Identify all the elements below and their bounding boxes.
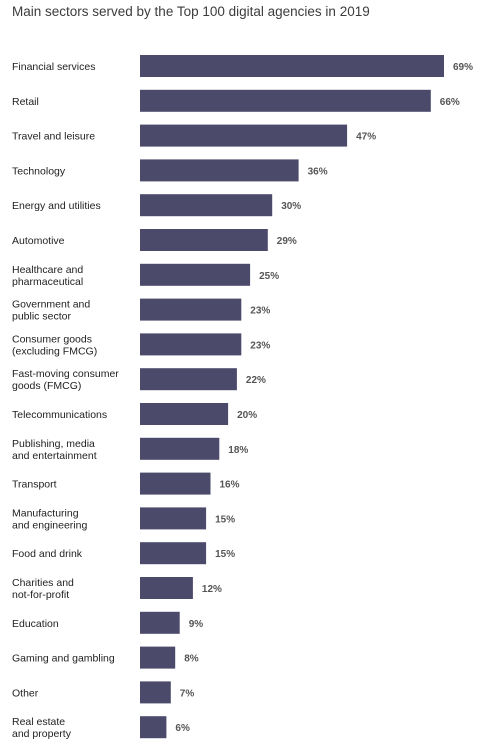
bar xyxy=(140,437,220,460)
bar xyxy=(140,124,348,147)
value-label: 23% xyxy=(250,306,270,317)
category-label: Publishing, media and entertainment xyxy=(12,438,97,462)
value-label: 36% xyxy=(308,166,328,177)
value-label: 8% xyxy=(184,654,199,665)
category-label: Automotive xyxy=(12,235,65,247)
category-label: Charities and not-for-profit xyxy=(12,577,74,601)
bar xyxy=(140,646,176,669)
value-label: 9% xyxy=(189,619,204,630)
value-label: 30% xyxy=(281,201,301,212)
value-label: 25% xyxy=(259,271,279,282)
category-label: Travel and leisure xyxy=(12,131,95,143)
category-label: Technology xyxy=(12,165,66,177)
bar xyxy=(140,577,193,599)
bar xyxy=(140,89,431,112)
bar xyxy=(140,542,207,565)
bar xyxy=(140,681,171,704)
value-label: 15% xyxy=(215,549,235,560)
value-label: 29% xyxy=(277,236,297,247)
chart-title: Main sectors served by the Top 100 digit… xyxy=(12,4,370,19)
bar xyxy=(140,55,444,77)
category-label: Fast-moving consumer goods (FMCG) xyxy=(12,368,119,392)
value-label: 7% xyxy=(180,688,195,699)
bar xyxy=(140,159,299,182)
value-label: 69% xyxy=(453,62,473,73)
category-label: Energy and utilities xyxy=(12,200,101,212)
value-label: 47% xyxy=(356,132,376,143)
bar xyxy=(140,229,268,251)
value-label: 66% xyxy=(440,97,460,108)
value-label: 23% xyxy=(250,340,270,351)
category-label: Telecommunications xyxy=(12,409,107,421)
category-label: Food and drink xyxy=(12,548,83,560)
bar xyxy=(140,716,167,739)
value-label: 6% xyxy=(175,723,190,734)
value-label: 22% xyxy=(246,375,266,386)
bar xyxy=(140,368,237,391)
category-label: Real estate and property xyxy=(12,716,72,740)
category-label: Education xyxy=(12,618,59,630)
bar xyxy=(140,507,207,530)
value-label: 12% xyxy=(202,584,222,595)
category-label: Consumer goods (excluding FMCG) xyxy=(12,333,97,357)
value-label: 20% xyxy=(237,410,257,421)
bar xyxy=(140,403,229,425)
category-label: Transport xyxy=(12,479,57,491)
bar xyxy=(140,263,251,286)
category-label: Healthcare and pharmaceutical xyxy=(12,264,83,288)
bar xyxy=(140,472,211,495)
bar xyxy=(140,611,180,634)
category-label: Gaming and gambling xyxy=(12,653,115,665)
bar xyxy=(140,333,242,356)
category-label: Financial services xyxy=(12,61,95,73)
category-label: Other xyxy=(12,687,39,699)
value-label: 16% xyxy=(220,480,240,491)
value-label: 18% xyxy=(228,445,248,456)
category-label: Retail xyxy=(12,96,39,108)
category-label: Government and public sector xyxy=(12,299,90,323)
category-label: Manufacturing and engineering xyxy=(12,507,87,531)
bar xyxy=(140,298,242,321)
bar xyxy=(140,194,273,217)
value-label: 15% xyxy=(215,514,235,525)
